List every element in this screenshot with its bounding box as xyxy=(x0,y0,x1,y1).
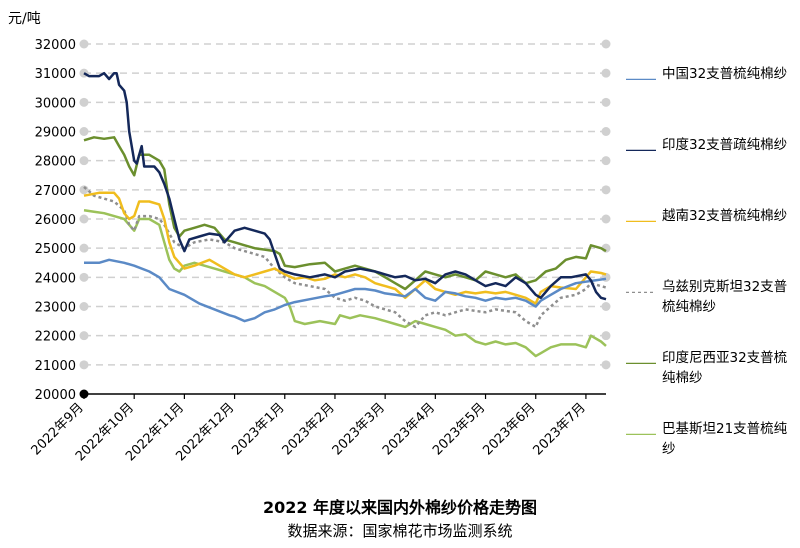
y-tick-label: 32000 xyxy=(35,38,76,53)
y-tick-label: 31000 xyxy=(35,67,76,82)
legend-item: 巴基斯坦21支普梳纯纱 xyxy=(626,419,798,490)
x-tick-label: 2023年1月 xyxy=(229,400,287,458)
series-line xyxy=(83,209,607,358)
grid-end-marker xyxy=(601,331,611,341)
y-tick-label: 30000 xyxy=(35,96,76,111)
y-tick-label: 21000 xyxy=(35,359,76,374)
grid-end-marker xyxy=(79,302,89,311)
y-tick-label: 27000 xyxy=(35,184,76,199)
legend-label: 越南32支普梳纯棉纱 xyxy=(662,208,788,224)
grid-end-marker xyxy=(79,243,89,253)
legend-label: 中国32支普梳纯棉纱 xyxy=(662,66,788,82)
y-tick-label: 24000 xyxy=(35,271,76,286)
y-tick-label: 28000 xyxy=(35,155,76,170)
y-tick-label: 20000 xyxy=(35,388,76,403)
legend-item: 乌兹别克斯坦32支普梳纯棉纱 xyxy=(626,277,798,348)
legend-item: 越南32支普梳纯棉纱 xyxy=(626,206,798,277)
grid-end-marker xyxy=(79,331,89,341)
x-tick-label: 2023年5月 xyxy=(430,400,488,458)
series-line xyxy=(84,258,607,323)
grid-end-marker xyxy=(79,360,89,370)
legend-swatch xyxy=(626,291,656,293)
grid-end-marker xyxy=(601,97,611,107)
x-tick-label: 2023年4月 xyxy=(380,400,438,458)
grid-end-marker xyxy=(79,127,89,136)
grid-end-marker xyxy=(79,39,89,49)
y-tick-label: 26000 xyxy=(35,213,76,228)
series-line xyxy=(83,71,607,301)
legend-item: 印度32支普疏纯棉纱 xyxy=(626,135,798,206)
legend-swatch xyxy=(626,362,656,364)
grid-end-marker xyxy=(601,185,611,195)
y-axis-label: 元/吨 xyxy=(8,11,41,27)
y-tick-label: 29000 xyxy=(35,126,76,141)
series-line xyxy=(83,136,607,291)
grid-end-marker xyxy=(79,97,89,107)
series-line xyxy=(83,191,607,305)
grid-end-marker xyxy=(79,185,89,195)
x-axis-tick-labels: 2022年9月2022年10月2022年11月2022年12月2023年1月20… xyxy=(29,400,589,464)
series-lines xyxy=(83,71,607,358)
grid-end-marker xyxy=(79,156,89,166)
grid-end-marker xyxy=(601,302,611,311)
grid-end-marker xyxy=(601,127,611,136)
legend-swatch xyxy=(626,149,656,151)
x-tick-label: 2023年3月 xyxy=(330,400,388,458)
legend: 中国32支普梳纯棉纱 印度32支普疏纯棉纱 越南32支普梳纯棉纱乌兹别克斯坦32支普… xyxy=(626,64,798,490)
x-tick-label: 2023年6月 xyxy=(480,400,538,458)
chart-title: 2022 年度以来国内外棉纱价格走势图 xyxy=(262,498,538,517)
legend-label: 巴基斯坦21支普梳纯纱 xyxy=(662,421,788,457)
chart-source: 数据来源：国家棉花市场监测系统 xyxy=(287,522,513,540)
y-tick-label: 23000 xyxy=(35,301,76,316)
grid-end-marker xyxy=(79,214,89,224)
y-axis-tick-labels: 20000 21000 22000 23000 24000 25000 26000 27000… xyxy=(35,38,76,403)
x-axis xyxy=(79,389,606,399)
grid-end-marker xyxy=(601,214,611,224)
series-line xyxy=(83,185,607,329)
grid-end-marker xyxy=(601,156,611,166)
x-tick-label: 2023年7月 xyxy=(531,400,589,458)
legend-swatch xyxy=(626,433,656,435)
legend-label: 印度32支普疏纯棉纱 xyxy=(662,137,788,153)
legend-label: 印度尼西亚32支普梳纯棉纱 xyxy=(662,350,788,386)
grid-end-marker xyxy=(601,68,611,78)
grid-end-marker xyxy=(601,39,611,49)
y-tick-label: 25000 xyxy=(35,242,76,257)
legend-label: 乌兹别克斯坦32支普梳纯棉纱 xyxy=(662,279,788,315)
y-tick-label: 22000 xyxy=(35,330,76,345)
legend-item: 中国32支普梳纯棉纱 xyxy=(626,64,798,135)
legend-swatch xyxy=(626,78,656,80)
grid-end-marker xyxy=(79,272,89,282)
grid-end-marker xyxy=(601,360,611,370)
x-tick-label: 2023年2月 xyxy=(280,400,338,458)
legend-item: 印度尼西亚32支普梳纯棉纱 xyxy=(626,348,798,419)
legend-swatch xyxy=(626,220,656,222)
